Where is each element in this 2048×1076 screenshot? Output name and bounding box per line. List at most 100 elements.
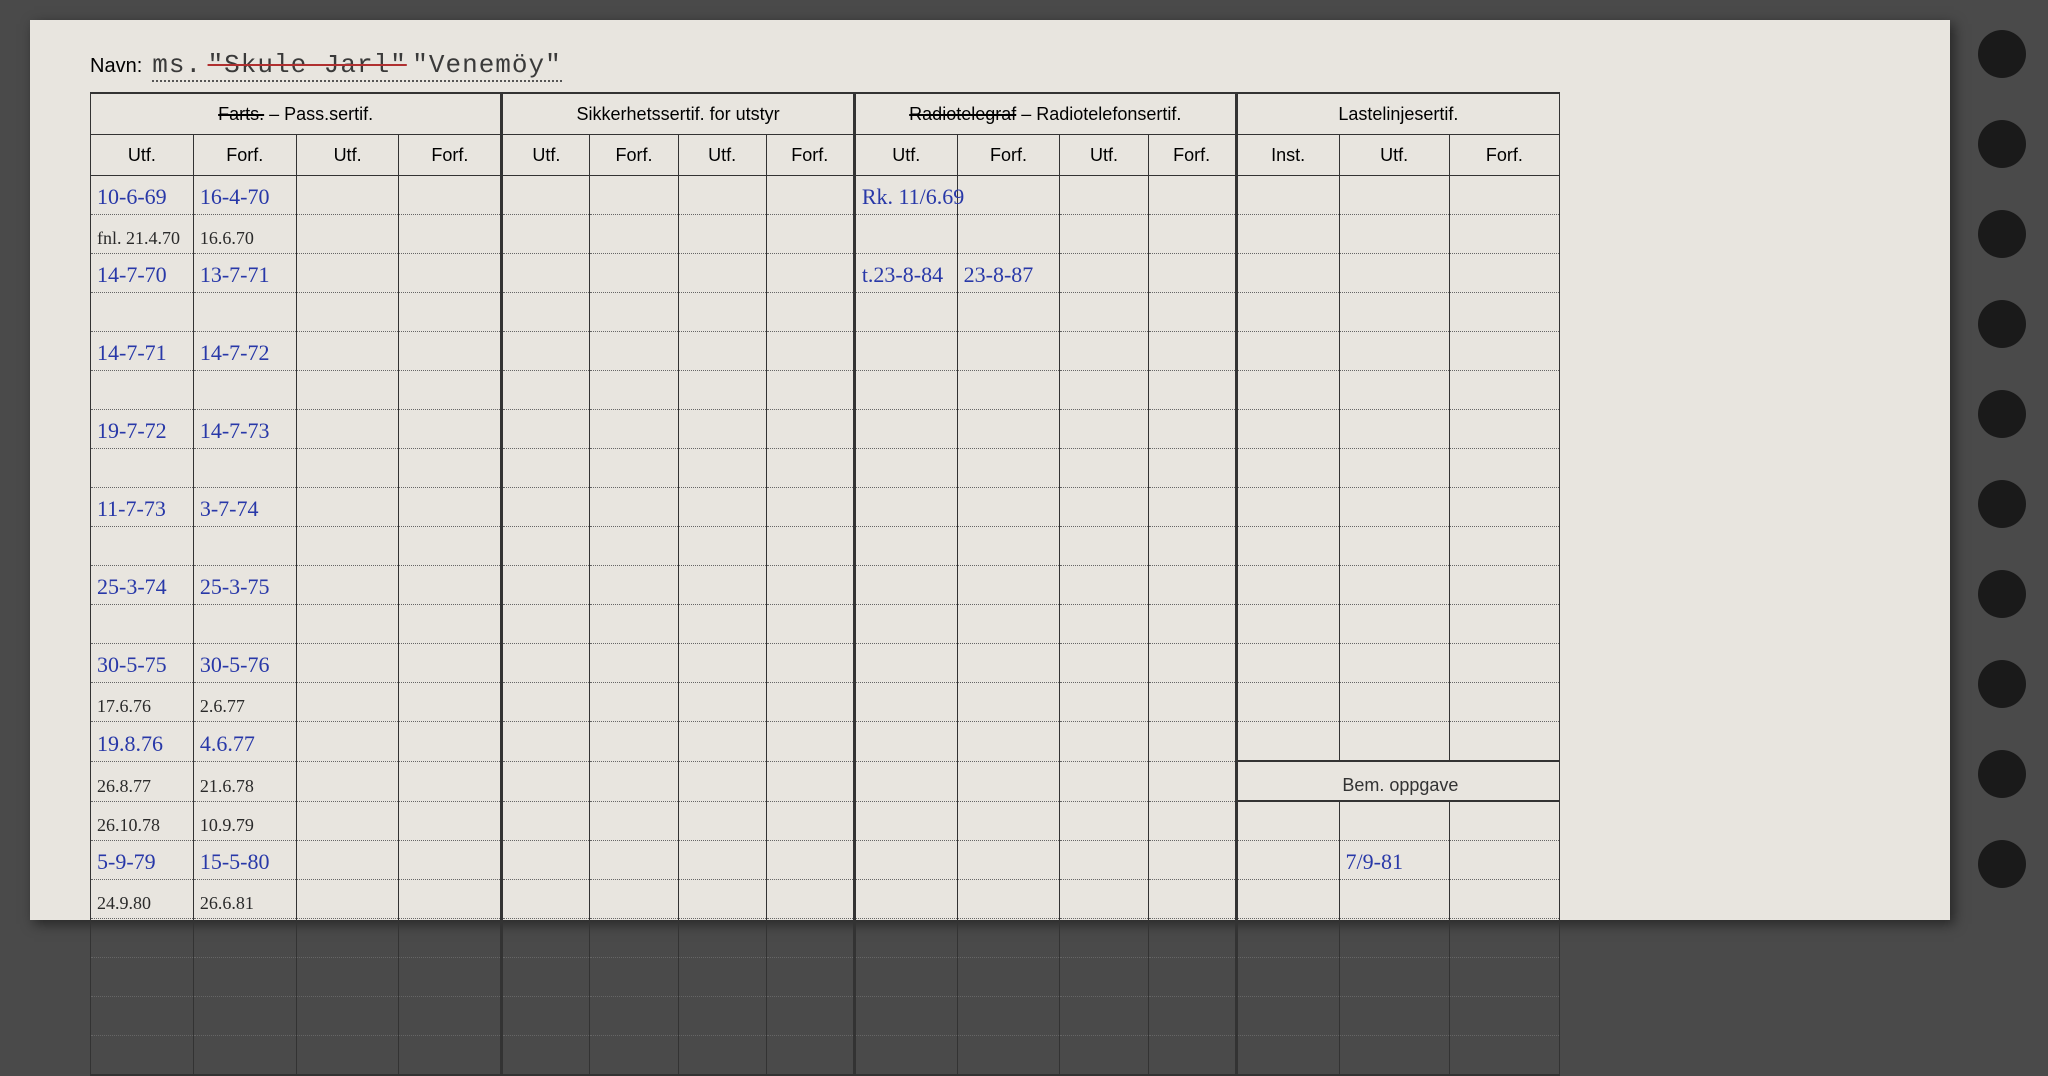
table-row — [91, 605, 1560, 644]
cell: 25-3-74 — [91, 566, 194, 605]
hole-icon — [1978, 300, 2026, 348]
cell — [1060, 254, 1148, 293]
cell — [590, 801, 678, 841]
bem-oppgave-header: Bem. oppgave — [1236, 761, 1559, 801]
cell — [91, 371, 194, 410]
cell — [1449, 997, 1559, 1036]
cell — [590, 176, 678, 215]
cell — [1236, 958, 1339, 997]
cell — [957, 410, 1060, 449]
cell — [1236, 488, 1339, 527]
cell — [296, 683, 399, 722]
table-row: 26.8.7721.6.78Bem. oppgave — [91, 761, 1560, 801]
cell — [1060, 293, 1148, 332]
cell — [193, 371, 296, 410]
navn-value: ms. "Skule Jarl" "Venemöy" — [152, 50, 561, 82]
cell — [854, 371, 957, 410]
cell — [1339, 683, 1449, 722]
cell — [854, 1036, 957, 1076]
cell — [590, 410, 678, 449]
cell — [1449, 293, 1559, 332]
cell — [1148, 215, 1236, 254]
ship-name: "Venemöy" — [412, 50, 561, 80]
cell — [678, 997, 766, 1036]
cell — [1339, 722, 1449, 762]
cell — [590, 332, 678, 371]
cell — [502, 215, 590, 254]
cell — [957, 449, 1060, 488]
cell — [399, 919, 502, 958]
cell — [854, 761, 957, 801]
cell — [766, 371, 854, 410]
cell — [1148, 761, 1236, 801]
cell: 16-4-70 — [193, 176, 296, 215]
cell — [399, 997, 502, 1036]
cell — [296, 644, 399, 683]
cell: 2.6.77 — [193, 683, 296, 722]
cell — [1236, 410, 1339, 449]
col-forf: Forf. — [399, 135, 502, 176]
cell — [1060, 683, 1148, 722]
cell — [1060, 449, 1148, 488]
table-row: 19-7-7214-7-73 — [91, 410, 1560, 449]
cell — [1339, 527, 1449, 566]
cell — [1449, 958, 1559, 997]
cell — [399, 176, 502, 215]
cell — [854, 722, 957, 762]
cell — [1148, 722, 1236, 762]
cell — [678, 841, 766, 880]
cell: 3-7-74 — [193, 488, 296, 527]
col-utf: Utf. — [502, 135, 590, 176]
cell — [854, 958, 957, 997]
cell: 17.6.76 — [91, 683, 194, 722]
binder-holes — [1978, 30, 2038, 910]
cell — [1449, 215, 1559, 254]
cell — [193, 293, 296, 332]
cell — [1148, 841, 1236, 880]
cell — [1148, 1036, 1236, 1076]
cell — [957, 722, 1060, 762]
cell: 13-7-71 — [193, 254, 296, 293]
cell — [1148, 449, 1236, 488]
navn-label: Navn: — [90, 55, 142, 78]
cell — [678, 488, 766, 527]
cell — [1148, 488, 1236, 527]
cell — [1449, 371, 1559, 410]
cell — [957, 1036, 1060, 1076]
cell — [91, 449, 194, 488]
cell — [296, 801, 399, 841]
cell — [1060, 997, 1148, 1036]
cell — [296, 1036, 399, 1076]
cell — [296, 761, 399, 801]
cell — [678, 683, 766, 722]
cell: 26.6.81 — [193, 880, 296, 919]
cell — [296, 293, 399, 332]
cell — [399, 801, 502, 841]
table-head: Farts. – Pass.sertif. Sikkerhetssertif. … — [91, 93, 1560, 176]
cell — [678, 410, 766, 449]
cell — [590, 958, 678, 997]
cell — [1236, 371, 1339, 410]
cell — [854, 801, 957, 841]
cell: 5-9-79 — [91, 841, 194, 880]
cell — [399, 722, 502, 762]
table-row — [91, 1036, 1560, 1076]
cell — [678, 371, 766, 410]
cell — [854, 293, 957, 332]
cell: 19.8.76 — [91, 722, 194, 762]
table-row: 25-3-7425-3-75 — [91, 566, 1560, 605]
cell — [678, 527, 766, 566]
cell — [502, 683, 590, 722]
cell: 10-6-69 — [91, 176, 194, 215]
cell — [854, 566, 957, 605]
cell — [502, 644, 590, 683]
cell — [1148, 958, 1236, 997]
cell — [399, 449, 502, 488]
cell — [1339, 1036, 1449, 1076]
cell — [1339, 644, 1449, 683]
cell — [854, 644, 957, 683]
cell — [1060, 488, 1148, 527]
cell — [502, 841, 590, 880]
cell — [957, 761, 1060, 801]
cell — [766, 176, 854, 215]
